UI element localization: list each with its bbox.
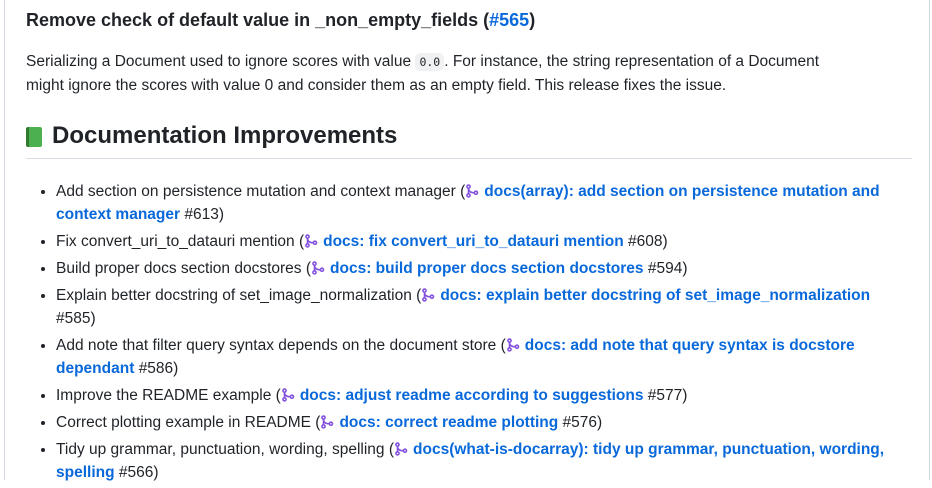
item-text: Fix convert_uri_to_datauri mention [56, 233, 295, 250]
pr-link[interactable]: docs: correct readme plotting #576 [339, 414, 598, 431]
git-merge-icon [466, 184, 479, 198]
pr-number: #608 [628, 233, 663, 250]
inline-code: 0.0 [415, 53, 445, 71]
release-notes-frame [4, 0, 930, 480]
pr-number: #594 [647, 260, 683, 277]
list-item: Add section on persistence mutation and … [56, 180, 912, 226]
pr-link[interactable]: docs: explain better docstring of set_im… [56, 287, 871, 327]
git-merge-icon [321, 415, 334, 429]
pr-link[interactable]: docs: adjust readme according to suggest… [299, 387, 683, 404]
pr-link[interactable]: docs: build proper docs section docstore… [330, 260, 683, 277]
item-text: Correct plotting example in README [56, 414, 311, 431]
pr-number: #585 [56, 310, 91, 327]
list-item: Add note that filter query syntax depend… [56, 334, 912, 380]
item-text: Explain better docstring of set_image_no… [56, 287, 412, 304]
git-merge-icon [281, 388, 295, 402]
git-merge-icon [506, 338, 520, 352]
git-merge-icon [312, 261, 325, 275]
list-item: Improve the README example (docs: adjust… [56, 384, 912, 407]
item-text: Add note that filter query syntax depend… [56, 337, 497, 354]
pr-link[interactable]: docs: fix convert_uri_to_datauri mention… [323, 233, 663, 250]
pr-number: #613 [184, 206, 219, 223]
green-book-icon [26, 127, 42, 147]
issue-link[interactable]: #565 [489, 10, 530, 30]
list-item: Fix convert_uri_to_datauri mention (docs… [56, 230, 912, 253]
list-item: Tidy up grammar, punctuation, wording, s… [56, 438, 912, 484]
pr-link[interactable]: docs: add note that query syntax is docs… [56, 337, 855, 377]
pr-number: #577 [647, 387, 683, 404]
item-text: Improve the README example [56, 387, 272, 404]
list-item: Correct plotting example in README (docs… [56, 411, 912, 434]
fix-heading: Remove check of default value in _non_em… [26, 10, 536, 30]
docs-improvements-list: Add section on persistence mutation and … [26, 180, 912, 488]
list-item: Build proper docs section docstores (doc… [56, 257, 912, 280]
pr-number: #566 [118, 464, 154, 481]
item-text: Add section on persistence mutation and … [56, 183, 456, 200]
git-merge-icon [422, 288, 435, 302]
pr-number: #586 [138, 360, 174, 377]
item-text: Tidy up grammar, punctuation, wording, s… [56, 441, 385, 458]
git-merge-icon [395, 442, 408, 456]
docs-heading: Documentation Improvements [26, 122, 912, 159]
git-merge-icon [305, 234, 318, 248]
item-text: Build proper docs section docstores [56, 260, 302, 277]
list-item: Explain better docstring of set_image_no… [56, 284, 912, 330]
fix-description: Serializing a Document used to ignore sc… [26, 53, 819, 94]
pr-link[interactable]: docs(array): add section on persistence … [56, 183, 880, 223]
pr-number: #576 [562, 414, 598, 431]
